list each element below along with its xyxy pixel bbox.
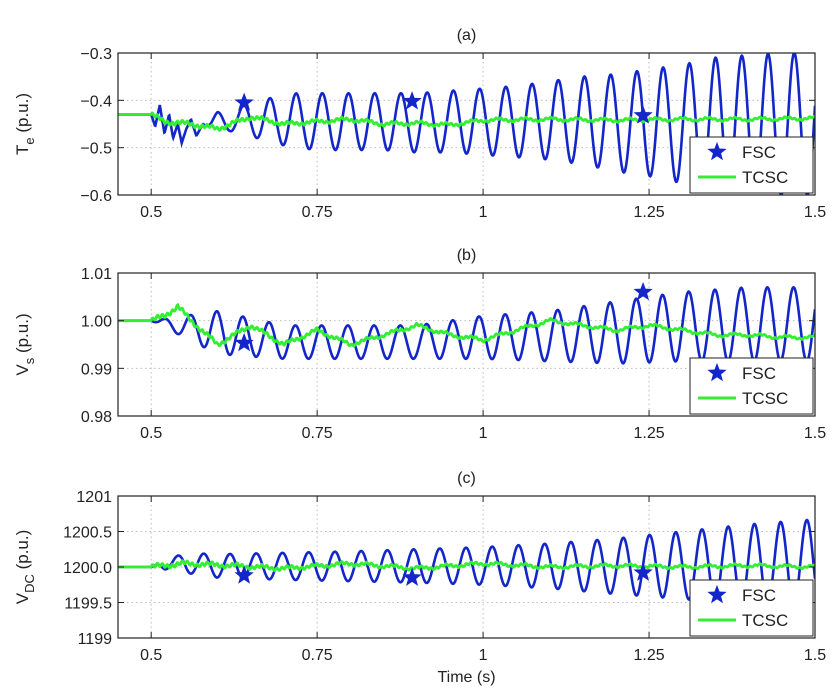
y-axis-label: Te (p.u.) — [13, 93, 37, 155]
fsc-marker — [234, 92, 254, 111]
legend-label-tcsc: TCSC — [742, 611, 788, 630]
y-tick-label: 1.00 — [81, 314, 112, 331]
axes-box — [117, 272, 816, 417]
fsc-marker — [633, 105, 653, 124]
y-tick-label: 1.01 — [81, 266, 112, 283]
x-tick-label: 0.75 — [302, 204, 333, 221]
chart-panel-3: 0.5 0.75 1 1.25 1.5 1199 1199.5 1200.0 1200.5 120… — [13, 470, 826, 686]
x-tick-label: 0.5 — [140, 204, 162, 221]
y-tick-label: 1200.5 — [63, 525, 112, 542]
panel-title: (b) — [457, 247, 477, 264]
legend-fsc-marker — [707, 141, 727, 161]
y-tick-label: 0.98 — [81, 409, 112, 426]
chart-panel-1: 0.5 0.75 1 1.25 1.5 −0.6 −0.5 −0.4 −0.3 (a) Te (p.… — [13, 27, 826, 221]
chart-panel-2: 0.5 0.75 1 1.25 1.5 0.98 0.99 1.00 1.01 (b) Vs (p.… — [13, 247, 826, 442]
legend-label-fsc: FSC — [742, 364, 776, 383]
x-tick-label: 1 — [479, 425, 488, 442]
y-tick-label: 1200.0 — [63, 560, 112, 577]
legend: FSC TCSC — [689, 357, 814, 415]
series-fsc-line — [118, 518, 815, 607]
series-tcsc-line — [118, 111, 815, 132]
x-tick-label: 0.75 — [302, 647, 333, 664]
x-tick-label: 1.25 — [633, 425, 664, 442]
fsc-marker — [234, 332, 254, 352]
series-tcsc-line — [118, 302, 815, 348]
x-tick-label: 1 — [479, 647, 488, 664]
x-tick-label: 1.5 — [804, 204, 826, 221]
y-tick-label: −0.3 — [80, 46, 112, 63]
x-tick-label: 0.5 — [140, 647, 162, 664]
fsc-marker — [402, 91, 422, 110]
y-tick-label: −0.6 — [80, 188, 112, 205]
legend-label-tcsc: TCSC — [742, 389, 788, 408]
panel-title: (a) — [457, 27, 477, 44]
x-tick-label: 1.25 — [633, 204, 664, 221]
x-tick-label: 0.75 — [302, 425, 333, 442]
fsc-marker — [402, 567, 422, 586]
legend: FSC TCSC — [689, 579, 814, 637]
x-axis-label: Time (s) — [437, 669, 495, 686]
series-tcsc-line — [118, 559, 815, 573]
y-tick-label: 0.99 — [81, 361, 112, 378]
legend-fsc-marker — [707, 584, 727, 604]
y-tick-label: −0.4 — [80, 93, 112, 110]
y-tick-label: 1199 — [78, 631, 113, 648]
legend-fsc-marker — [707, 362, 727, 382]
y-axis-label: Vs (p.u.) — [13, 313, 37, 375]
y-tick-label: 1199.5 — [64, 596, 112, 613]
y-axis-label: VDC (p.u.) — [13, 530, 37, 605]
y-tick-label: −0.5 — [80, 141, 112, 158]
x-tick-label: 1.5 — [804, 425, 826, 442]
legend-label-tcsc: TCSC — [742, 168, 788, 187]
x-tick-label: 0.5 — [140, 425, 162, 442]
series-fsc-line — [118, 285, 815, 365]
axes-box — [117, 52, 816, 196]
legend-label-fsc: FSC — [742, 143, 776, 162]
fsc-marker — [633, 562, 653, 581]
fsc-marker — [633, 281, 653, 301]
x-tick-label: 1.5 — [804, 647, 826, 664]
legend: FSC TCSC — [689, 136, 814, 194]
fsc-marker — [234, 565, 254, 584]
legend-label-fsc: FSC — [742, 586, 776, 605]
x-tick-label: 1.25 — [633, 647, 664, 664]
x-tick-label: 1 — [479, 204, 488, 221]
y-tick-label: 1201 — [76, 489, 112, 506]
panel-title: (c) — [457, 470, 476, 487]
